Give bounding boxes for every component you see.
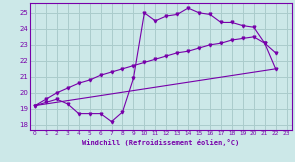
X-axis label: Windchill (Refroidissement éolien,°C): Windchill (Refroidissement éolien,°C) — [82, 139, 240, 146]
